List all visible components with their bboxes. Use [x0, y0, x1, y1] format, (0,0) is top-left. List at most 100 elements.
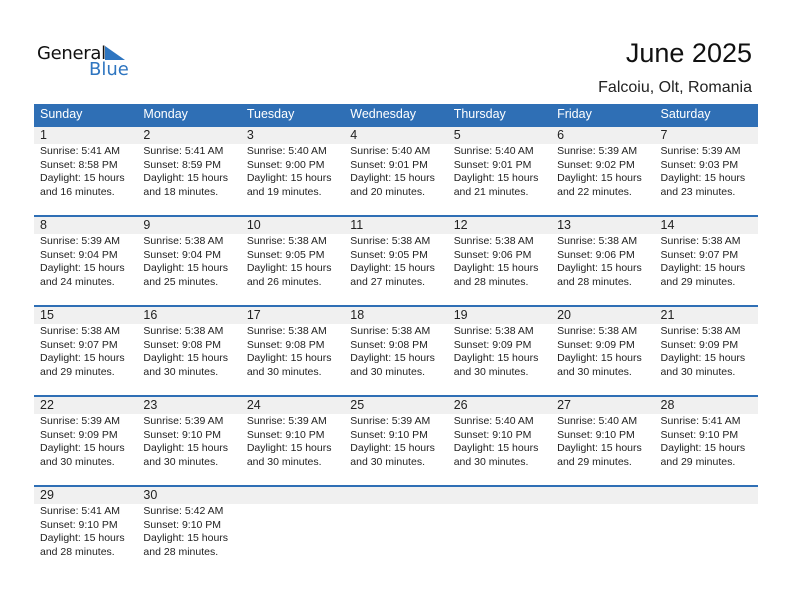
sunrise: Sunrise: 5:42 AM	[143, 505, 224, 517]
daylight-minutes: and 24 minutes.	[40, 275, 115, 288]
day-cell: 9 Sunrise: 5:38 AM Sunset: 9:04 PM Dayli…	[137, 215, 240, 305]
sunrise: Sunrise: 5:40 AM	[453, 145, 534, 157]
sunset: Sunset: 9:10 PM	[557, 428, 635, 441]
daylight-minutes: and 22 minutes.	[557, 185, 632, 198]
day-number: 13	[557, 218, 572, 232]
daylight-minutes: and 29 minutes.	[660, 455, 736, 468]
day-cell: 4 Sunrise: 5:40 AM Sunset: 9:01 PM Dayli…	[344, 125, 447, 215]
date-band	[34, 217, 758, 234]
sunset: Sunset: 9:04 PM	[40, 248, 118, 261]
weekday-thursday: Thursday	[453, 107, 506, 121]
day-cell: 15 Sunrise: 5:38 AM Sunset: 9:07 PM Dayl…	[34, 305, 137, 395]
daylight: Daylight: 15 hours	[143, 442, 229, 455]
sunrise: Sunrise: 5:38 AM	[350, 325, 431, 337]
sunrise: Sunrise: 5:39 AM	[350, 415, 431, 427]
day-number: 12	[453, 218, 468, 232]
sunset: Sunset: 9:10 PM	[40, 518, 118, 531]
sunrise: Sunrise: 5:41 AM	[660, 415, 741, 427]
daylight: Daylight: 15 hours	[660, 262, 746, 275]
sunset: Sunset: 9:10 PM	[143, 518, 222, 531]
daylight: Daylight: 15 hours	[557, 442, 642, 455]
sunrise: Sunrise: 5:39 AM	[40, 415, 120, 427]
day-cell: 24 Sunrise: 5:39 AM Sunset: 9:10 PM Dayl…	[241, 395, 344, 485]
sunset: Sunset: 9:01 PM	[350, 158, 428, 171]
day-cell: 19 Sunrise: 5:38 AM Sunset: 9:09 PM Dayl…	[448, 305, 551, 395]
daylight-minutes: and 30 minutes.	[660, 365, 736, 378]
date-band	[34, 307, 758, 324]
day-number: 23	[143, 398, 158, 412]
daylight-minutes: and 29 minutes.	[660, 275, 736, 288]
sunrise: Sunrise: 5:39 AM	[660, 145, 741, 157]
daylight: Daylight: 15 hours	[557, 262, 642, 275]
daylight: Daylight: 15 hours	[40, 262, 125, 275]
day-number: 2	[143, 128, 151, 142]
day-cell: 27 Sunrise: 5:40 AM Sunset: 9:10 PM Dayl…	[551, 395, 654, 485]
daylight: Daylight: 15 hours	[453, 352, 539, 365]
sunset: Sunset: 9:08 PM	[143, 338, 222, 351]
daylight-minutes: and 30 minutes.	[350, 365, 425, 378]
day-cell: 11 Sunrise: 5:38 AM Sunset: 9:05 PM Dayl…	[344, 215, 447, 305]
day-cell: 22 Sunrise: 5:39 AM Sunset: 9:09 PM Dayl…	[34, 395, 137, 485]
daylight: Daylight: 15 hours	[453, 172, 539, 185]
daylight: Daylight: 15 hours	[40, 532, 125, 545]
daylight: Daylight: 15 hours	[453, 262, 539, 275]
daylight-minutes: and 28 minutes.	[557, 275, 632, 288]
day-cell: 26 Sunrise: 5:40 AM Sunset: 9:10 PM Dayl…	[448, 395, 551, 485]
sunrise: Sunrise: 5:38 AM	[246, 325, 327, 337]
sunset: Sunset: 9:07 PM	[660, 248, 739, 261]
date-band	[34, 487, 758, 504]
day-number: 8	[40, 218, 47, 232]
day-cell: 21 Sunrise: 5:38 AM Sunset: 9:09 PM Dayl…	[655, 305, 758, 395]
day-number: 9	[143, 218, 151, 232]
week-row: 1 Sunrise: 5:41 AM Sunset: 8:58 PM Dayli…	[34, 125, 758, 215]
day-cell: 16 Sunrise: 5:38 AM Sunset: 9:08 PM Dayl…	[137, 305, 240, 395]
weekday-sunday: Sunday	[40, 107, 83, 121]
sunrise: Sunrise: 5:40 AM	[557, 415, 638, 427]
sunrise: Sunrise: 5:40 AM	[350, 145, 431, 157]
sunset: Sunset: 8:58 PM	[40, 158, 118, 171]
day-cell	[344, 485, 447, 575]
day-cell	[551, 485, 654, 575]
weekday-monday: Monday	[143, 107, 188, 121]
daylight-minutes: and 30 minutes.	[453, 365, 529, 378]
daylight: Daylight: 15 hours	[143, 262, 229, 275]
sunrise: Sunrise: 5:39 AM	[143, 415, 224, 427]
daylight: Daylight: 15 hours	[453, 442, 539, 455]
week-row: 15 Sunrise: 5:38 AM Sunset: 9:07 PM Dayl…	[34, 305, 758, 395]
daylight: Daylight: 15 hours	[143, 352, 229, 365]
sunset: Sunset: 9:10 PM	[453, 428, 532, 441]
day-cell: 1 Sunrise: 5:41 AM Sunset: 8:58 PM Dayli…	[34, 125, 137, 215]
daylight-minutes: and 30 minutes.	[557, 365, 632, 378]
daylight: Daylight: 15 hours	[40, 172, 125, 185]
sunrise: Sunrise: 5:38 AM	[660, 235, 741, 247]
row-divider	[34, 215, 758, 217]
sunrise: Sunrise: 5:38 AM	[143, 235, 224, 247]
daylight-minutes: and 27 minutes.	[350, 275, 425, 288]
sunrise: Sunrise: 5:41 AM	[143, 145, 224, 157]
date-band	[34, 127, 758, 144]
sunrise: Sunrise: 5:39 AM	[557, 145, 638, 157]
daylight: Daylight: 15 hours	[660, 172, 746, 185]
day-cell: 14 Sunrise: 5:38 AM Sunset: 9:07 PM Dayl…	[655, 215, 758, 305]
sunset: Sunset: 9:03 PM	[660, 158, 739, 171]
day-number: 7	[660, 128, 668, 142]
sunset: Sunset: 9:06 PM	[557, 248, 635, 261]
day-number: 19	[453, 308, 468, 322]
daylight-minutes: and 23 minutes.	[660, 185, 736, 198]
location: Falcoiu, Olt, Romania	[598, 79, 752, 96]
sunset: Sunset: 9:05 PM	[246, 248, 325, 261]
daylight: Daylight: 15 hours	[350, 352, 435, 365]
day-number: 29	[40, 488, 54, 502]
sunset: Sunset: 9:10 PM	[246, 428, 325, 441]
weekday-wednesday: Wednesday	[350, 107, 417, 121]
daylight: Daylight: 15 hours	[143, 172, 229, 185]
daylight-minutes: and 28 minutes.	[40, 545, 115, 558]
day-cell: 6 Sunrise: 5:39 AM Sunset: 9:02 PM Dayli…	[551, 125, 654, 215]
daylight-minutes: and 30 minutes.	[143, 365, 219, 378]
sunrise: Sunrise: 5:38 AM	[660, 325, 741, 337]
daylight-minutes: and 28 minutes.	[453, 275, 529, 288]
logo-triangle-icon	[105, 46, 125, 60]
day-number: 10	[246, 218, 261, 232]
day-cell	[655, 485, 758, 575]
week-row: 29 Sunrise: 5:41 AM Sunset: 9:10 PM Dayl…	[34, 485, 758, 575]
